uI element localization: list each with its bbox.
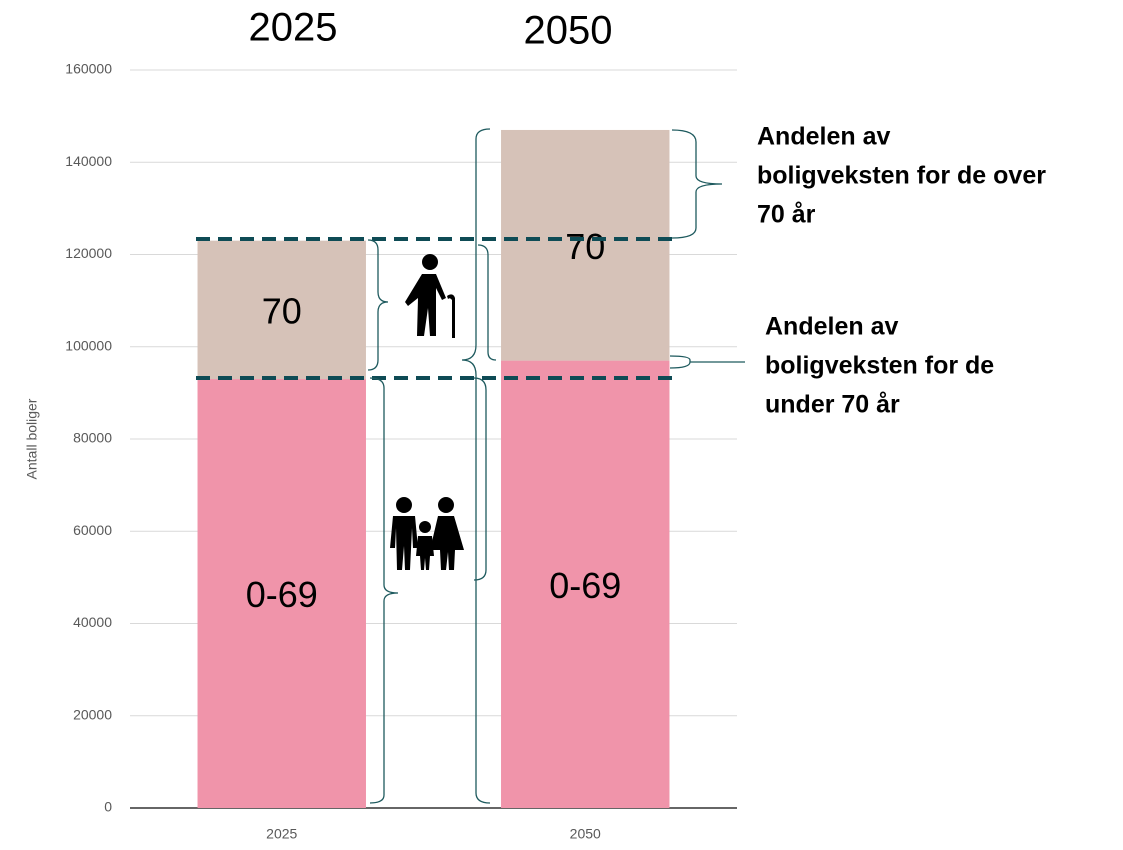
annotation: boligveksten for de over	[757, 162, 1046, 190]
y-tick-label: 0	[104, 799, 112, 815]
plot: 0 20000 40000 60000 80000 100000 120000 140000 1…	[65, 61, 737, 842]
annotation: Andelen av	[765, 313, 898, 341]
elderly-icon	[405, 254, 455, 338]
bar-segment	[501, 129, 670, 361]
header: 2025	[249, 6, 338, 50]
brace	[671, 129, 723, 239]
brace	[461, 128, 491, 804]
bar-segment	[197, 379, 366, 808]
y-tick-label: 120000	[65, 245, 112, 261]
annotations	[196, 128, 745, 804]
y-tick-label: 40000	[73, 614, 112, 630]
y-tick-label: 140000	[65, 153, 112, 169]
y-tick-label: 60000	[73, 522, 112, 538]
annotation: 70 år	[757, 201, 816, 229]
y-axis-label: Antall boliger	[24, 398, 40, 479]
annotation: Andelen av	[757, 123, 890, 151]
brace	[473, 377, 487, 581]
annotation: boligveksten for de	[765, 352, 994, 380]
bar-segment	[197, 240, 366, 380]
bar-segment	[501, 360, 670, 808]
segment-label: 70	[262, 290, 302, 331]
brace	[669, 355, 745, 369]
brace	[369, 377, 399, 804]
brace	[367, 239, 389, 371]
y-tick-label: 20000	[73, 706, 112, 722]
y-tick-label: 80000	[73, 430, 112, 446]
x-tick-label: 2025	[266, 826, 297, 842]
x-tick-label: 2050	[570, 826, 601, 842]
segment-label: 0-69	[549, 565, 621, 606]
segment-label: 70	[565, 226, 605, 267]
header: 2050	[524, 9, 613, 53]
brace	[477, 244, 497, 361]
y-tick-label: 100000	[65, 337, 112, 353]
family-icon	[390, 497, 464, 570]
segment-label: 0-69	[246, 574, 318, 615]
annotation: under 70 år	[765, 391, 900, 419]
y-tick-label: 160000	[65, 61, 112, 77]
